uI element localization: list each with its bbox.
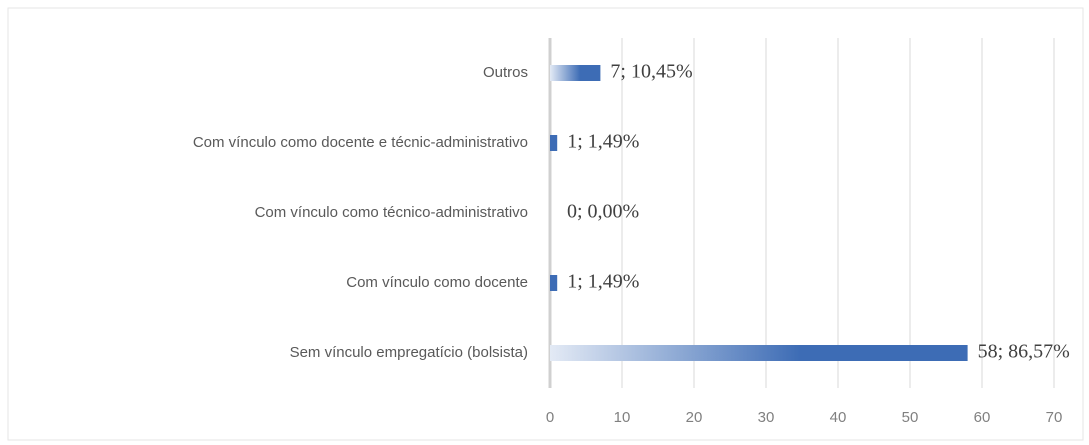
x-tick-label: 60 xyxy=(974,409,991,426)
bar xyxy=(550,275,558,291)
category-label: Sem vínculo empregatício (bolsista) xyxy=(290,344,528,361)
value-label: 7; 10,45% xyxy=(610,61,692,83)
x-tick-label: 50 xyxy=(902,409,919,426)
bar xyxy=(550,65,601,81)
x-tick-label: 0 xyxy=(546,409,554,426)
category-label: Outros xyxy=(483,64,528,81)
x-tick-label: 10 xyxy=(614,409,631,426)
value-label: 0; 0,00% xyxy=(567,201,639,223)
value-label: 58; 86,57% xyxy=(978,341,1070,363)
category-label: Com vínculo como docente e técnic-admini… xyxy=(193,134,528,151)
x-tick-label: 40 xyxy=(830,409,847,426)
x-tick-label: 70 xyxy=(1046,409,1063,426)
category-label: Com vínculo como técnico-administrativo xyxy=(255,204,528,221)
x-tick-label: 30 xyxy=(758,409,775,426)
value-label: 1; 1,49% xyxy=(567,271,639,293)
bar xyxy=(550,345,968,361)
x-tick-label: 20 xyxy=(686,409,703,426)
category-label: Com vínculo como docente xyxy=(346,274,528,291)
chart-border xyxy=(7,7,1084,441)
bar xyxy=(550,135,558,151)
value-label: 1; 1,49% xyxy=(567,131,639,153)
